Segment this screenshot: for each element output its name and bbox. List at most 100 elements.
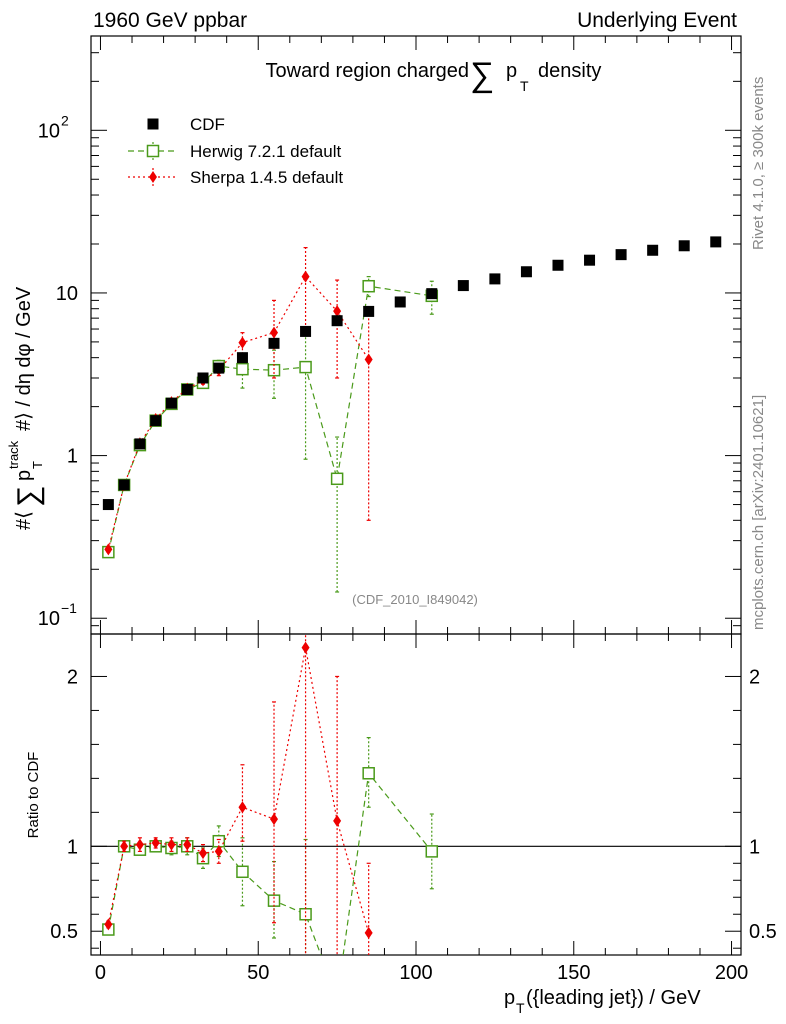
x-tick-label: 100 bbox=[399, 962, 432, 984]
error-bar-herwig-7-2-1-default bbox=[335, 436, 340, 593]
ratio-error-bar-sherpa-1-4-5-default bbox=[216, 838, 221, 864]
point-cdf bbox=[118, 479, 130, 491]
ratio-error-bar-herwig-7-2-1-default bbox=[366, 737, 371, 808]
x-tick-label: 0 bbox=[95, 962, 106, 984]
point-sherpa-1-4-5-default bbox=[104, 543, 113, 556]
ratio-point-sherpa-1-4-5-default bbox=[199, 847, 208, 860]
legend-item-cdf: CDF bbox=[147, 115, 225, 134]
ratio-series-sherpa-1-4-5-default bbox=[104, 634, 373, 955]
y-label-p: p bbox=[13, 470, 35, 481]
chart-title-var: p bbox=[506, 60, 517, 82]
legend-label-sherpa-1-4-5-default: Sherpa 1.4.5 default bbox=[190, 168, 343, 187]
ratio-error-bar-sherpa-1-4-5-default bbox=[240, 764, 245, 842]
ratio-tick-label: 0.5 bbox=[50, 921, 78, 943]
ratio-series-layer bbox=[102, 634, 439, 1013]
legend-marker-herwig-7-2-1-default bbox=[146, 144, 160, 158]
ratio-tick-label: 2 bbox=[67, 666, 78, 688]
point-cdf bbox=[394, 296, 406, 308]
point-cdf bbox=[489, 273, 501, 285]
ratio-point-sherpa-1-4-5-default bbox=[135, 838, 144, 851]
point-cdf bbox=[678, 240, 690, 252]
point-cdf bbox=[150, 415, 162, 427]
y-tick-label: 10 −1 bbox=[38, 600, 77, 630]
y-label-prefix: #⟨ bbox=[13, 511, 35, 530]
error-bar-sherpa-1-4-5-default bbox=[335, 279, 340, 379]
error-bar-sherpa-1-4-5-default bbox=[366, 312, 371, 521]
point-cdf bbox=[584, 254, 596, 266]
point-cdf bbox=[213, 362, 225, 374]
chart-title-suffix: density bbox=[538, 60, 601, 82]
ratio-point-sherpa-1-4-5-default bbox=[167, 838, 176, 851]
analysis-tag: (CDF_2010_I849042) bbox=[352, 592, 478, 607]
ratio-error-bar-herwig-7-2-1-default bbox=[335, 984, 339, 1013]
y-tick-label-exp: 2 bbox=[61, 112, 69, 128]
y-tick-label-base: 10 bbox=[38, 608, 60, 630]
point-herwig-7-2-1-default bbox=[299, 360, 312, 374]
ratio-error-bar-sherpa-1-4-5-default bbox=[304, 634, 307, 955]
legend-item-sherpa-1-4-5-default: Sherpa 1.4.5 default bbox=[128, 168, 343, 187]
x-tick-label: 50 bbox=[247, 962, 269, 984]
point-cdf bbox=[520, 266, 532, 278]
point-sherpa-1-4-5-default bbox=[270, 326, 279, 339]
y-tick-label-base: 1 bbox=[67, 446, 78, 468]
ratio-error-bar-sherpa-1-4-5-default bbox=[335, 675, 340, 955]
point-cdf bbox=[134, 438, 146, 450]
ratio-point-herwig-7-2-1-default bbox=[236, 865, 249, 879]
ratio-point-sherpa-1-4-5-default bbox=[104, 918, 113, 931]
point-cdf bbox=[363, 305, 375, 317]
ratio-point-sherpa-1-4-5-default bbox=[333, 814, 342, 827]
ratio-tick-label-right: 0.5 bbox=[749, 921, 777, 943]
chart-title: Toward region charged ∑ p T density bbox=[266, 56, 602, 94]
ratio-point-herwig-7-2-1-default bbox=[299, 907, 312, 921]
point-cdf bbox=[457, 280, 469, 292]
y-tick-label: 10 bbox=[56, 283, 78, 305]
x-label-suffix: ({leading jet}) / GeV bbox=[526, 987, 701, 1009]
x-label-sub: T bbox=[516, 1000, 525, 1016]
ratio-line-herwig-7-2-1-default bbox=[107, 771, 433, 955]
point-cdf bbox=[615, 249, 627, 261]
point-cdf bbox=[300, 325, 312, 337]
ratio-panel-frame bbox=[90, 633, 742, 956]
point-herwig-7-2-1-default bbox=[362, 279, 375, 293]
point-cdf bbox=[268, 337, 280, 349]
legend: CDF Herwig 7.2.1 default Sherpa 1.4.5 defa… bbox=[128, 115, 343, 187]
legend-label-herwig-7-2-1-default: Herwig 7.2.1 default bbox=[190, 142, 341, 161]
point-cdf bbox=[710, 236, 722, 248]
ratio-point-sherpa-1-4-5-default bbox=[120, 840, 129, 853]
point-herwig-7-2-1-default bbox=[267, 363, 281, 377]
x-tick-label: 150 bbox=[557, 962, 590, 984]
ratio-error-bar-sherpa-1-4-5-default bbox=[366, 862, 371, 955]
side-note-mcplots: mcplots.cern.ch [arXiv:2401.10621] bbox=[750, 395, 767, 630]
ratio-point-herwig-7-2-1-default bbox=[425, 845, 439, 858]
ratio-point-sherpa-1-4-5-default bbox=[270, 813, 279, 826]
series-sherpa-1-4-5-default bbox=[104, 247, 373, 556]
error-bar-herwig-7-2-1-default bbox=[303, 327, 308, 460]
ratio-line-sherpa-1-4-5-default bbox=[107, 647, 370, 934]
y-axis-label: #⟨ ∑ p track T #⟩ / dη dφ / GeV bbox=[6, 286, 45, 530]
main-panel-frame bbox=[90, 35, 742, 635]
y-label-sup: track bbox=[6, 440, 21, 469]
ratio-point-sherpa-1-4-5-default bbox=[364, 926, 373, 939]
series-herwig-7-2-1-default bbox=[102, 276, 439, 593]
ratio-point-sherpa-1-4-5-default bbox=[183, 838, 192, 851]
point-cdf bbox=[197, 372, 209, 384]
point-herwig-7-2-1-default bbox=[236, 362, 249, 376]
point-cdf bbox=[552, 259, 564, 271]
ratio-point-herwig-7-2-1-default bbox=[332, 992, 343, 1003]
legend-marker-cdf bbox=[147, 118, 159, 130]
series-line-herwig-7-2-1-default bbox=[107, 285, 432, 553]
main-series-layer bbox=[102, 236, 722, 593]
chart-title-text: Toward region charged bbox=[266, 60, 469, 82]
point-sherpa-1-4-5-default bbox=[364, 353, 373, 366]
ratio-y-label: Ratio to CDF bbox=[25, 752, 42, 839]
legend-label-cdf: CDF bbox=[190, 115, 225, 134]
ratio-point-sherpa-1-4-5-default bbox=[238, 801, 247, 814]
ratio-error-bar-sherpa-1-4-5-default bbox=[137, 837, 142, 852]
point-sherpa-1-4-5-default bbox=[333, 305, 342, 318]
y-label-sum: ∑ bbox=[12, 486, 45, 507]
legend-item-herwig-7-2-1-default: Herwig 7.2.1 default bbox=[128, 142, 341, 161]
ratio-tick-label-right: 1 bbox=[749, 836, 760, 858]
series-line-sherpa-1-4-5-default bbox=[107, 275, 370, 550]
x-label-p: p bbox=[504, 987, 515, 1009]
x-axis-label: p T ({leading jet}) / GeV bbox=[504, 987, 701, 1016]
